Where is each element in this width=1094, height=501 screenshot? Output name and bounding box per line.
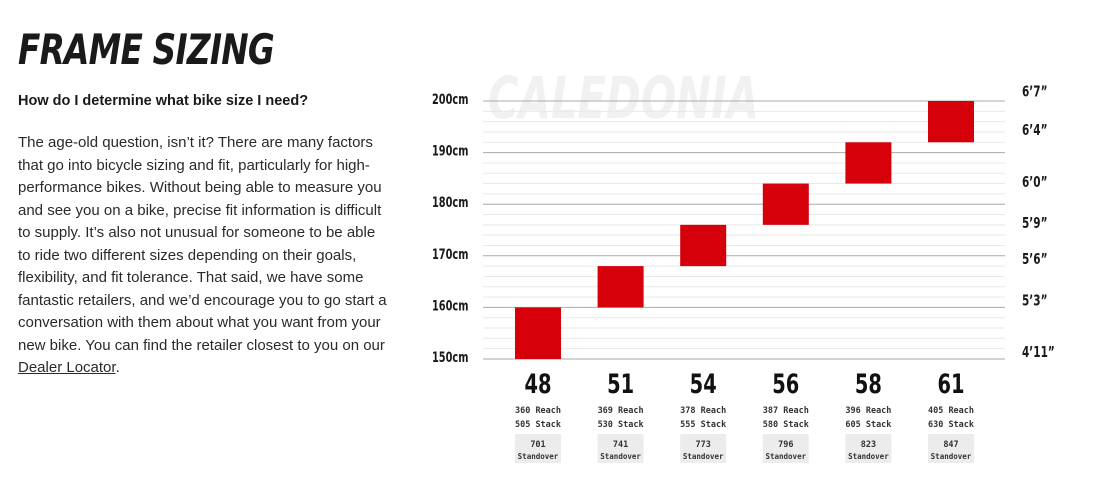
standover-label: Standover <box>518 452 559 461</box>
standover-label: Standover <box>931 452 972 461</box>
y-tick-label-cm: 160cm <box>432 298 468 314</box>
intro-paragraph-end: . <box>115 359 120 376</box>
standover-badge <box>597 434 644 463</box>
intro-paragraph: The age-old question, isn’t it? There ar… <box>18 132 388 380</box>
size-range-bar <box>515 307 561 359</box>
standover-label: Standover <box>765 452 806 461</box>
y-tick-label-imperial: 5’9” <box>1022 215 1047 232</box>
frame-size-label: 61 <box>937 368 964 400</box>
stack-value: 555 Stack <box>680 420 726 430</box>
y-tick-label-cm: 190cm <box>432 143 468 159</box>
standover-badge <box>845 434 892 463</box>
frame-size-label: 56 <box>772 368 799 400</box>
stack-value: 580 Stack <box>763 420 809 430</box>
standover-value: 823 <box>861 440 876 450</box>
y-tick-label-cm: 180cm <box>432 195 468 211</box>
size-range-bar <box>680 224 727 267</box>
standover-label: Standover <box>600 452 641 461</box>
y-tick-label-imperial: 6’0” <box>1022 174 1047 191</box>
frame-size-label: 51 <box>607 368 634 400</box>
stack-value: 605 Stack <box>845 420 891 430</box>
y-tick-label-imperial: 4’11” <box>1022 344 1055 361</box>
standover-badge <box>515 434 561 463</box>
frame-size-label: 58 <box>855 368 882 400</box>
reach-value: 378 Reach <box>680 406 726 416</box>
reach-value: 369 Reach <box>598 406 644 416</box>
faq-question: How do I determine what bike size I need… <box>18 93 309 109</box>
standover-value: 701 <box>530 440 545 450</box>
reach-value: 387 Reach <box>763 406 809 416</box>
reach-value: 405 Reach <box>928 406 974 416</box>
stack-value: 530 Stack <box>598 420 644 430</box>
intro-paragraph-text: The age-old question, isn’t it? There ar… <box>18 134 387 354</box>
standover-badge <box>762 434 809 463</box>
standover-label: Standover <box>683 452 724 461</box>
y-tick-label-imperial: 5’6” <box>1022 251 1047 268</box>
frame-size-label: 48 <box>524 368 551 400</box>
size-range-bar <box>845 142 892 184</box>
standover-value: 741 <box>613 440 628 450</box>
stack-value: 630 Stack <box>928 420 974 430</box>
standover-badge <box>680 434 727 463</box>
y-tick-label-cm: 200cm <box>432 91 468 107</box>
watermark-text: CALEDONIA <box>488 64 759 132</box>
reach-value: 396 Reach <box>845 406 891 416</box>
intro-section: FRAME SIZING How do I determine what bik… <box>18 22 388 380</box>
y-tick-label-imperial: 5’3” <box>1022 293 1047 310</box>
page-title: FRAME SIZING <box>18 25 275 74</box>
y-tick-label-imperial: 6’7” <box>1022 84 1047 101</box>
standover-label: Standover <box>848 452 889 461</box>
dealer-locator-link[interactable]: Dealer Locator <box>18 359 116 376</box>
y-tick-label-cm: 150cm <box>432 349 468 365</box>
size-range-bar <box>762 183 809 225</box>
reach-value: 360 Reach <box>515 406 561 416</box>
y-tick-label-imperial: 6’4” <box>1022 122 1047 139</box>
size-range-bar <box>597 266 644 308</box>
y-tick-label-cm: 170cm <box>432 246 468 262</box>
standover-value: 796 <box>778 440 793 450</box>
standover-value: 847 <box>943 440 958 450</box>
frame-size-label: 54 <box>690 368 717 400</box>
standover-badge <box>928 434 974 463</box>
size-range-bar <box>928 101 974 143</box>
standover-value: 773 <box>696 440 711 450</box>
stack-value: 505 Stack <box>515 420 561 430</box>
